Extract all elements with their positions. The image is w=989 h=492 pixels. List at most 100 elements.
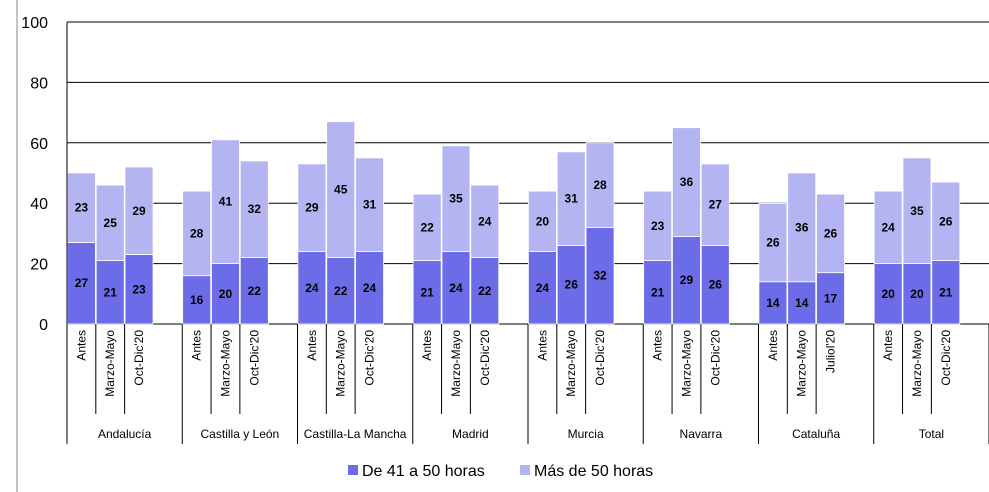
data-label: 24 [881,220,895,234]
data-label: 25 [104,216,118,230]
data-label: 24 [449,281,463,295]
data-label: 27 [75,276,89,290]
group-label: Cataluña [792,427,840,441]
bar-de-41-a-50-horas [355,251,384,325]
bar-mas-de-50-horas [441,145,471,252]
data-label: 21 [420,285,434,299]
data-label: 32 [248,202,262,216]
data-label: 36 [795,220,809,234]
bar-de-41-a-50-horas [182,275,212,325]
x-tick-label: Antes [535,330,549,361]
data-label: 26 [766,235,780,249]
bar-de-41-a-50-horas [124,254,154,325]
data-label: 29 [132,204,146,218]
bar-mas-de-50-horas [95,184,125,261]
data-label: 26 [709,278,723,292]
x-tick-label: Antes [420,330,434,361]
bar-mas-de-50-horas [528,190,557,252]
data-label: 24 [363,281,377,295]
bar-mas-de-50-horas [700,163,730,246]
data-label: 36 [680,175,694,189]
data-label: 45 [334,183,348,197]
y-tick-label: 20 [30,257,48,274]
data-label: 24 [536,281,550,295]
data-label: 35 [910,204,924,218]
bar-de-41-a-50-horas [326,257,356,325]
bar-de-41-a-50-horas [441,251,471,325]
bar-de-41-a-50-horas [528,251,557,325]
x-tick-label: Marzo-Mayo [103,330,117,397]
bar-de-41-a-50-horas [239,257,269,325]
bar-de-41-a-50-horas [297,251,327,325]
group-label: Andalucía [98,427,152,441]
data-label: 21 [939,285,953,299]
bar-de-41-a-50-horas [931,260,961,325]
x-tick-label: Marzo-Mayo [218,330,232,397]
group-label: Castilla-La Mancha [304,427,407,441]
data-label: 14 [795,296,809,310]
x-tick-label: Juliol'20 [824,330,838,373]
legend-swatch [348,465,358,475]
data-label: 35 [449,192,463,206]
data-label: 23 [132,282,146,296]
bar-mas-de-50-horas [326,121,356,258]
data-label: 24 [305,281,319,295]
data-label: 22 [248,284,262,298]
bar-de-41-a-50-horas [873,263,903,325]
x-tick-label: Oct-Dic'20 [593,330,607,386]
data-label: 23 [75,201,89,215]
data-label: 16 [190,293,204,307]
bar-mas-de-50-horas [124,166,154,255]
legend-swatch [520,465,530,475]
data-label: 27 [709,198,723,212]
bar-mas-de-50-horas [672,127,701,237]
x-tick-label: Antes [651,330,665,361]
bar-mas-de-50-horas [355,157,384,252]
x-tick-label: Antes [881,330,895,361]
data-label: 22 [334,284,348,298]
data-label: 20 [219,287,233,301]
data-label: 22 [478,284,492,298]
axes-layer: 0 20 40 60 80 100 Andalucía Antes Marzo-Mayo Oct-… [21,15,989,444]
x-tick-label: Marzo-Mayo [449,330,463,397]
data-label: 32 [593,269,607,283]
bar-de-41-a-50-horas [470,257,500,325]
x-tick-label: Oct-Dic'20 [939,330,953,386]
bar-mas-de-50-horas [787,172,817,283]
data-label: 21 [651,285,665,299]
bar-de-41-a-50-horas [585,226,615,325]
data-label: 17 [824,291,838,305]
data-label: 20 [536,214,550,228]
bar-mas-de-50-horas [297,163,327,252]
data-label: 28 [190,226,204,240]
bar-mas-de-50-horas [239,160,269,258]
bar-de-41-a-50-horas [211,263,240,325]
bar-de-41-a-50-horas [902,263,932,325]
group-label: Murcia [568,427,604,441]
y-tick-label: 0 [39,317,48,334]
data-label: 28 [593,178,607,192]
bars-layer [67,121,961,325]
x-tick-label: Marzo-Mayo [679,330,693,397]
data-label: 26 [565,278,579,292]
bar-mas-de-50-horas [470,184,500,258]
group-label: Navarra [680,427,723,441]
bar-mas-de-50-horas [643,190,673,261]
data-label: 31 [363,198,377,212]
bar-mas-de-50-horas [816,193,845,274]
data-label: 22 [420,220,434,234]
data-label: 26 [939,214,953,228]
data-label: 29 [680,273,694,287]
x-tick-label: Oct-Dic'20 [363,330,377,386]
data-label: 26 [824,226,838,240]
x-tick-label: Antes [74,330,88,361]
group-label: Total [919,427,944,441]
x-tick-label: Antes [190,330,204,361]
bar-mas-de-50-horas [67,172,96,243]
x-tick-label: Marzo-Mayo [334,330,348,397]
bar-mas-de-50-horas [556,151,586,246]
data-label: 14 [766,296,780,310]
data-label: 41 [219,195,233,209]
bar-mas-de-50-horas [931,181,961,261]
